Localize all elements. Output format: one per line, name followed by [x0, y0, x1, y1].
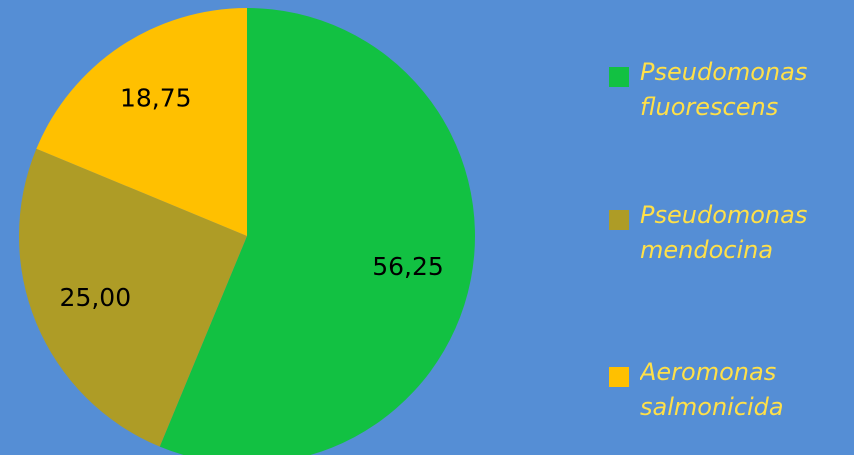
data-label: 18,75 — [120, 84, 192, 113]
legend-label: Aeromonas salmonicida — [640, 358, 784, 421]
data-label: 25,00 — [60, 283, 132, 312]
pie-slice — [19, 148, 247, 447]
legend-swatch — [609, 210, 629, 230]
legend-label: Pseudomonas mendocina — [640, 201, 808, 264]
pie-slice — [36, 8, 247, 236]
legend-swatch — [609, 67, 629, 87]
data-label: 56,25 — [372, 252, 444, 281]
pie-slice — [159, 8, 475, 455]
legend-swatch — [609, 367, 629, 387]
legend-label: Pseudomonas fluorescens — [640, 58, 808, 121]
